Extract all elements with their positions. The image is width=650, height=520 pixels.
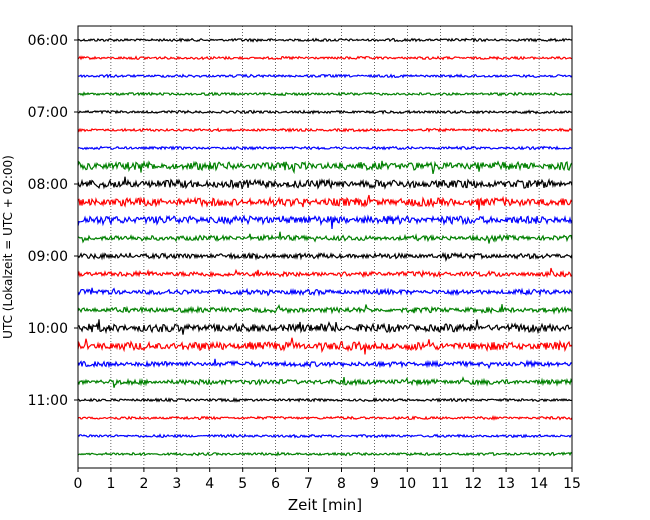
x-tick-label: 4 <box>205 476 214 492</box>
trace-line <box>77 450 573 457</box>
x-axis: 0 1 2 3 4 5 6 7 8 9 10 11 12 13 14 15 <box>74 468 581 492</box>
trace-line <box>77 145 572 151</box>
x-tick-label: 8 <box>337 476 346 492</box>
x-tick-label: 14 <box>530 476 548 492</box>
trace-line <box>77 397 573 403</box>
plot-frame <box>77 25 573 469</box>
trace-line <box>77 214 573 230</box>
y-tick-label: 06:00 <box>28 33 68 49</box>
x-tick-label: 5 <box>238 476 247 492</box>
trace-line <box>77 127 573 133</box>
trace-line <box>77 109 573 115</box>
x-axis-label: Zeit [min] <box>288 496 362 514</box>
grid <box>110 26 540 468</box>
trace-line <box>77 73 573 79</box>
trace-line <box>77 231 573 244</box>
x-tick-label: 1 <box>106 476 115 492</box>
trace-line <box>77 91 573 97</box>
x-tick-label: 15 <box>563 476 581 492</box>
y-tick-label: 10:00 <box>28 321 68 337</box>
x-tick-label: 2 <box>139 476 148 492</box>
trace-line <box>77 433 573 439</box>
y-axis-label: UTC (Lokalzeit = UTC + 02:00) <box>1 155 15 339</box>
trace-line <box>77 303 573 315</box>
x-tick-label: 6 <box>271 476 280 492</box>
trace-line <box>77 415 573 421</box>
traces <box>77 37 573 457</box>
trace-line <box>77 287 573 297</box>
trace-line <box>77 376 573 388</box>
y-axis: 06:00 07:00 08:00 09:00 10:00 11:00 <box>28 33 78 409</box>
x-tick-label: 13 <box>497 476 515 492</box>
trace-line <box>77 55 573 61</box>
trace-line <box>77 176 573 190</box>
trace-line <box>77 37 573 43</box>
trace-line <box>77 251 573 262</box>
trace-line <box>77 337 573 355</box>
x-tick-label: 7 <box>304 476 313 492</box>
x-tick-label: 10 <box>398 476 416 492</box>
y-tick-label: 07:00 <box>28 105 68 121</box>
y-tick-label: 09:00 <box>28 249 68 265</box>
x-tick-label: 0 <box>74 476 83 492</box>
x-tick-label: 12 <box>464 476 482 492</box>
x-tick-label: 3 <box>172 476 181 492</box>
y-tick-label: 11:00 <box>28 393 68 409</box>
y-tick-label: 08:00 <box>28 177 68 193</box>
trace-line <box>77 267 573 279</box>
trace-line <box>77 159 573 175</box>
x-tick-label: 11 <box>431 476 449 492</box>
x-tick-label: 9 <box>370 476 379 492</box>
trace-line <box>77 194 573 211</box>
trace-line <box>77 358 573 370</box>
trace-line <box>77 319 573 335</box>
